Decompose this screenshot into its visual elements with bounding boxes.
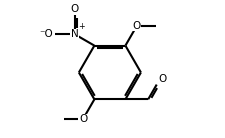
Text: O: O xyxy=(158,74,166,83)
Text: O: O xyxy=(79,114,87,124)
Text: +: + xyxy=(78,22,85,31)
Text: O: O xyxy=(70,4,79,14)
Text: O: O xyxy=(132,21,140,31)
Text: N: N xyxy=(70,29,78,39)
Text: ⁻O: ⁻O xyxy=(39,29,53,39)
